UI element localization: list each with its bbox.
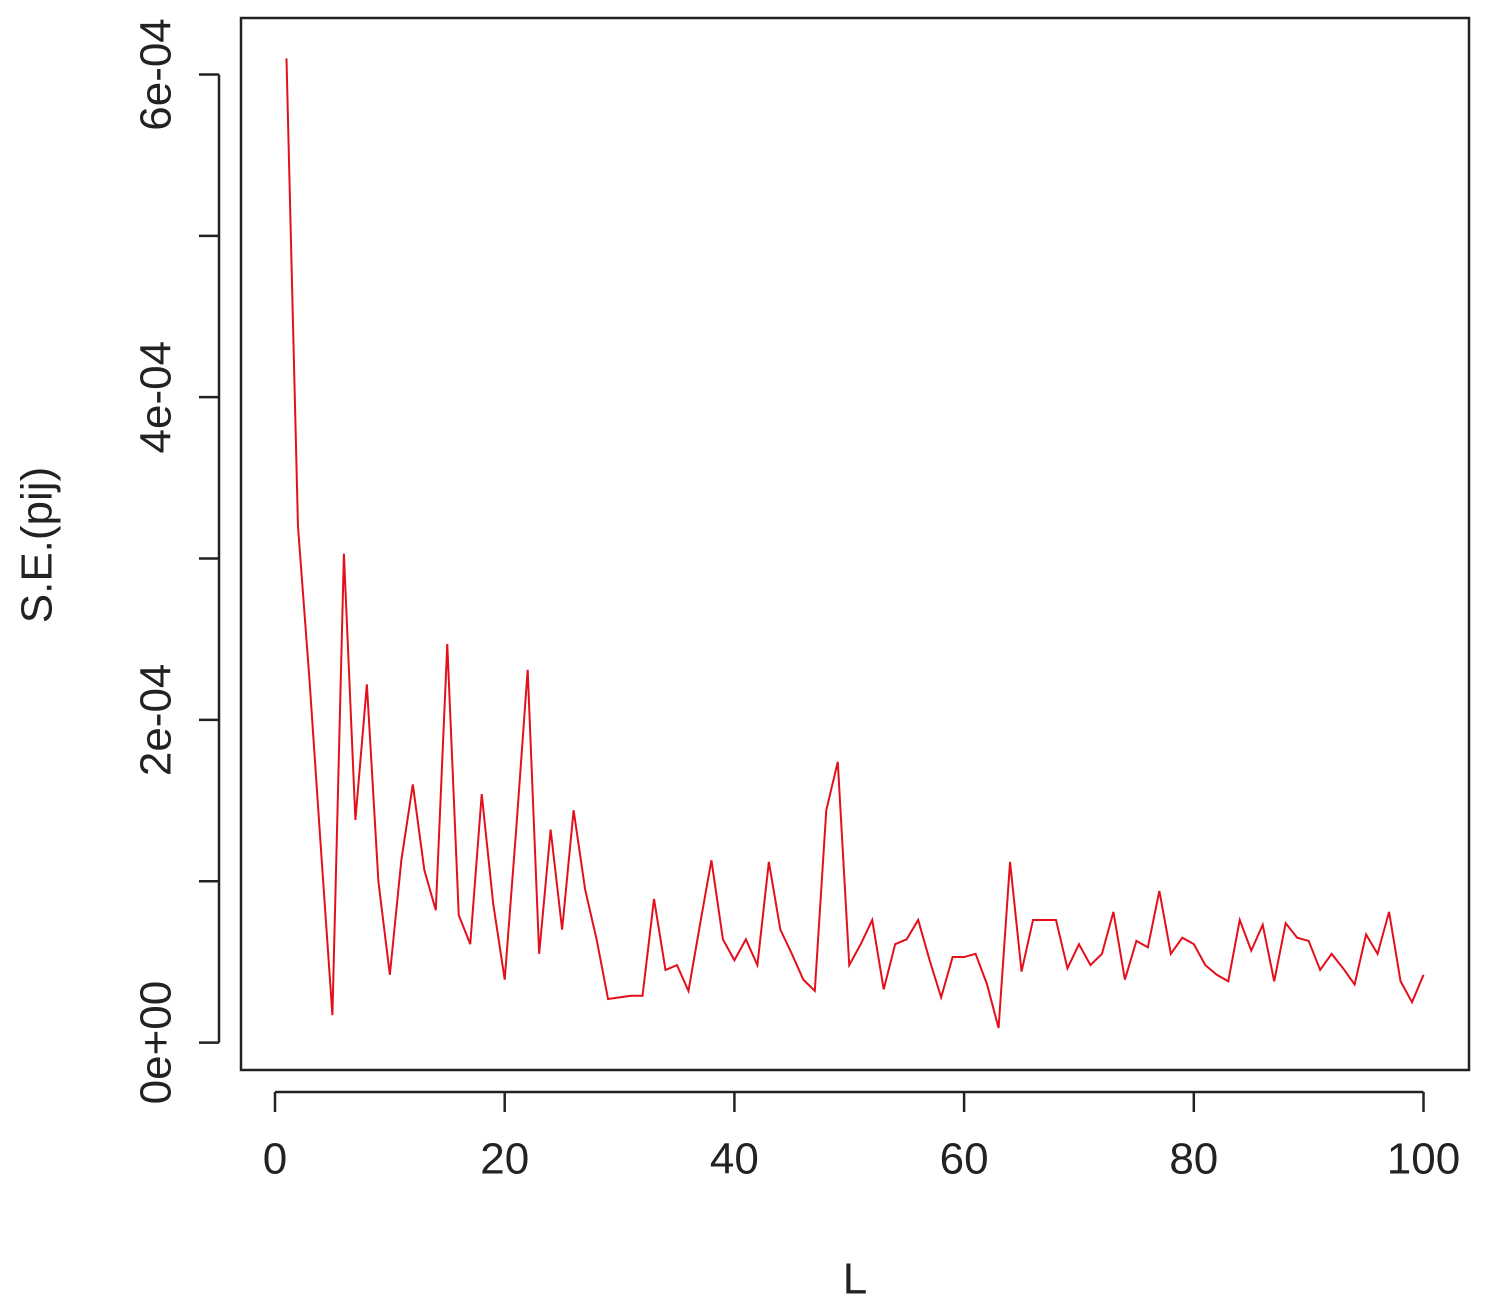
y-tick-label: 2e-04 [132, 664, 181, 777]
x-axis-label: L [843, 1255, 867, 1304]
x-tick-label: 40 [710, 1135, 759, 1184]
x-tick-label: 60 [940, 1135, 989, 1184]
y-tick-label: 4e-04 [132, 341, 181, 454]
x-tick-label: 20 [480, 1135, 529, 1184]
x-tick-label: 0 [263, 1135, 287, 1184]
data-line [285, 58, 1425, 1029]
y-tick-label: 0e+00 [132, 981, 181, 1105]
y-axis-label: S.E.(pij) [13, 467, 62, 623]
x-tick-label: 80 [1169, 1135, 1218, 1184]
y-tick-label: 6e-04 [132, 18, 181, 131]
plot-box [239, 16, 1471, 1072]
x-tick-label: 100 [1387, 1135, 1460, 1184]
